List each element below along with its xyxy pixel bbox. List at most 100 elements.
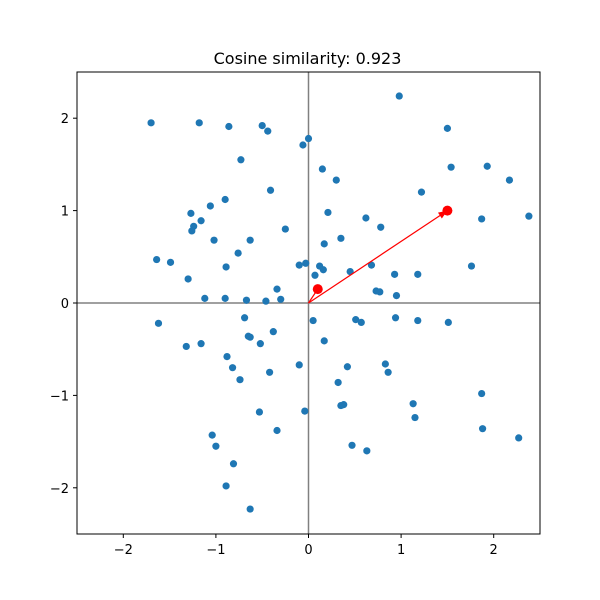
scatter-point xyxy=(381,360,389,368)
scatter-point xyxy=(352,316,360,324)
scatter-point xyxy=(273,285,281,293)
scatter-point xyxy=(262,297,270,305)
scatter-point xyxy=(334,378,342,387)
scatter-point xyxy=(376,288,384,296)
x-tick-label: −2 xyxy=(114,543,133,558)
y-tick-label: −1 xyxy=(50,389,69,404)
y-tick-label: −2 xyxy=(50,482,69,497)
x-tick-label: 0 xyxy=(304,543,312,558)
scatter-point xyxy=(304,134,313,143)
scatter-point xyxy=(182,342,190,351)
scatter-point xyxy=(256,340,264,348)
scatter-point xyxy=(362,214,370,222)
scatter-point xyxy=(206,202,214,210)
scatter-point xyxy=(367,261,376,269)
scatter-point xyxy=(391,314,400,322)
scatter-point xyxy=(318,165,326,173)
scatter-point xyxy=(269,328,277,336)
scatter-point xyxy=(414,316,422,325)
scatter-point xyxy=(212,442,220,450)
scatter-point xyxy=(309,316,317,325)
scatter-point xyxy=(411,413,419,422)
scatter-point xyxy=(320,337,328,345)
scatter-point xyxy=(166,258,175,266)
scatter-point xyxy=(299,141,307,149)
scatter-point xyxy=(277,295,285,303)
scatter-point xyxy=(377,223,385,231)
scatter-point xyxy=(234,249,242,257)
scatter-point xyxy=(478,389,486,398)
scatter-point xyxy=(324,208,332,217)
scatter-point xyxy=(187,209,195,217)
chart-title: Cosine similarity: 0.923 xyxy=(214,49,402,68)
vector-arrow-line xyxy=(308,210,448,304)
scatter-point xyxy=(444,318,452,327)
scatter-point xyxy=(221,294,229,302)
scatter-point xyxy=(319,266,327,274)
scatter-point xyxy=(417,188,426,196)
scatter-point xyxy=(525,212,533,220)
scatter-point xyxy=(197,217,205,225)
scatter-point xyxy=(246,333,254,341)
scatter-point xyxy=(447,163,455,171)
x-tick-label: 1 xyxy=(397,543,405,558)
scatter-point xyxy=(363,447,371,455)
scatter-point xyxy=(337,401,345,410)
scatter-point xyxy=(392,292,401,300)
scatter-point xyxy=(384,368,392,376)
small-vector-marker xyxy=(312,284,323,295)
scatter-point xyxy=(515,434,523,442)
scatter-point xyxy=(228,364,237,372)
scatter-point xyxy=(241,314,249,322)
scatter-point xyxy=(188,227,196,235)
scatter-point xyxy=(478,425,487,433)
scatter-point xyxy=(201,294,209,302)
scatter-point xyxy=(258,121,266,130)
scatter-point xyxy=(505,176,514,184)
scatter-point xyxy=(414,270,422,278)
scatter-point xyxy=(246,505,254,513)
scatter-point xyxy=(222,263,230,271)
scatter-point xyxy=(343,363,351,371)
scatter-point xyxy=(242,296,251,304)
scatter-point xyxy=(264,127,272,135)
vector-tip-marker xyxy=(442,205,453,216)
scatter-point xyxy=(197,340,205,348)
scatter-point xyxy=(223,352,231,361)
scatter-point xyxy=(266,186,275,194)
scatter-point xyxy=(483,162,491,170)
scatter-point xyxy=(281,225,289,233)
scatter-point xyxy=(302,259,310,267)
scatter-point xyxy=(311,271,319,279)
scatter-point xyxy=(295,361,303,369)
scatter-point xyxy=(478,215,486,223)
scatter-point xyxy=(273,426,281,435)
scatter-point xyxy=(301,407,309,415)
scatter-point xyxy=(154,319,163,327)
scatter-point xyxy=(255,408,264,416)
scatter-point xyxy=(348,441,356,449)
scatter-point xyxy=(222,482,230,490)
scatter-point xyxy=(208,431,216,439)
scatter-point xyxy=(195,119,203,127)
scatter-point xyxy=(266,368,274,376)
scatter-point xyxy=(221,195,229,204)
scatter-point xyxy=(153,255,161,264)
scatter-point xyxy=(147,119,155,127)
scatter-point xyxy=(210,236,218,244)
scatter-point xyxy=(391,270,399,278)
scatter-point xyxy=(357,318,365,327)
scatter-point xyxy=(409,400,417,408)
scatter-point xyxy=(295,261,303,269)
scatter-point xyxy=(229,460,238,468)
y-tick-label: 0 xyxy=(61,297,69,312)
scatter-point xyxy=(184,275,192,283)
scatter-point xyxy=(395,92,403,100)
scatter-point xyxy=(443,124,451,132)
scatter-point xyxy=(236,376,244,384)
scatter-point xyxy=(467,262,476,270)
scatter-point xyxy=(237,156,245,164)
scatter-point xyxy=(320,240,328,248)
y-tick-label: 2 xyxy=(61,112,69,127)
